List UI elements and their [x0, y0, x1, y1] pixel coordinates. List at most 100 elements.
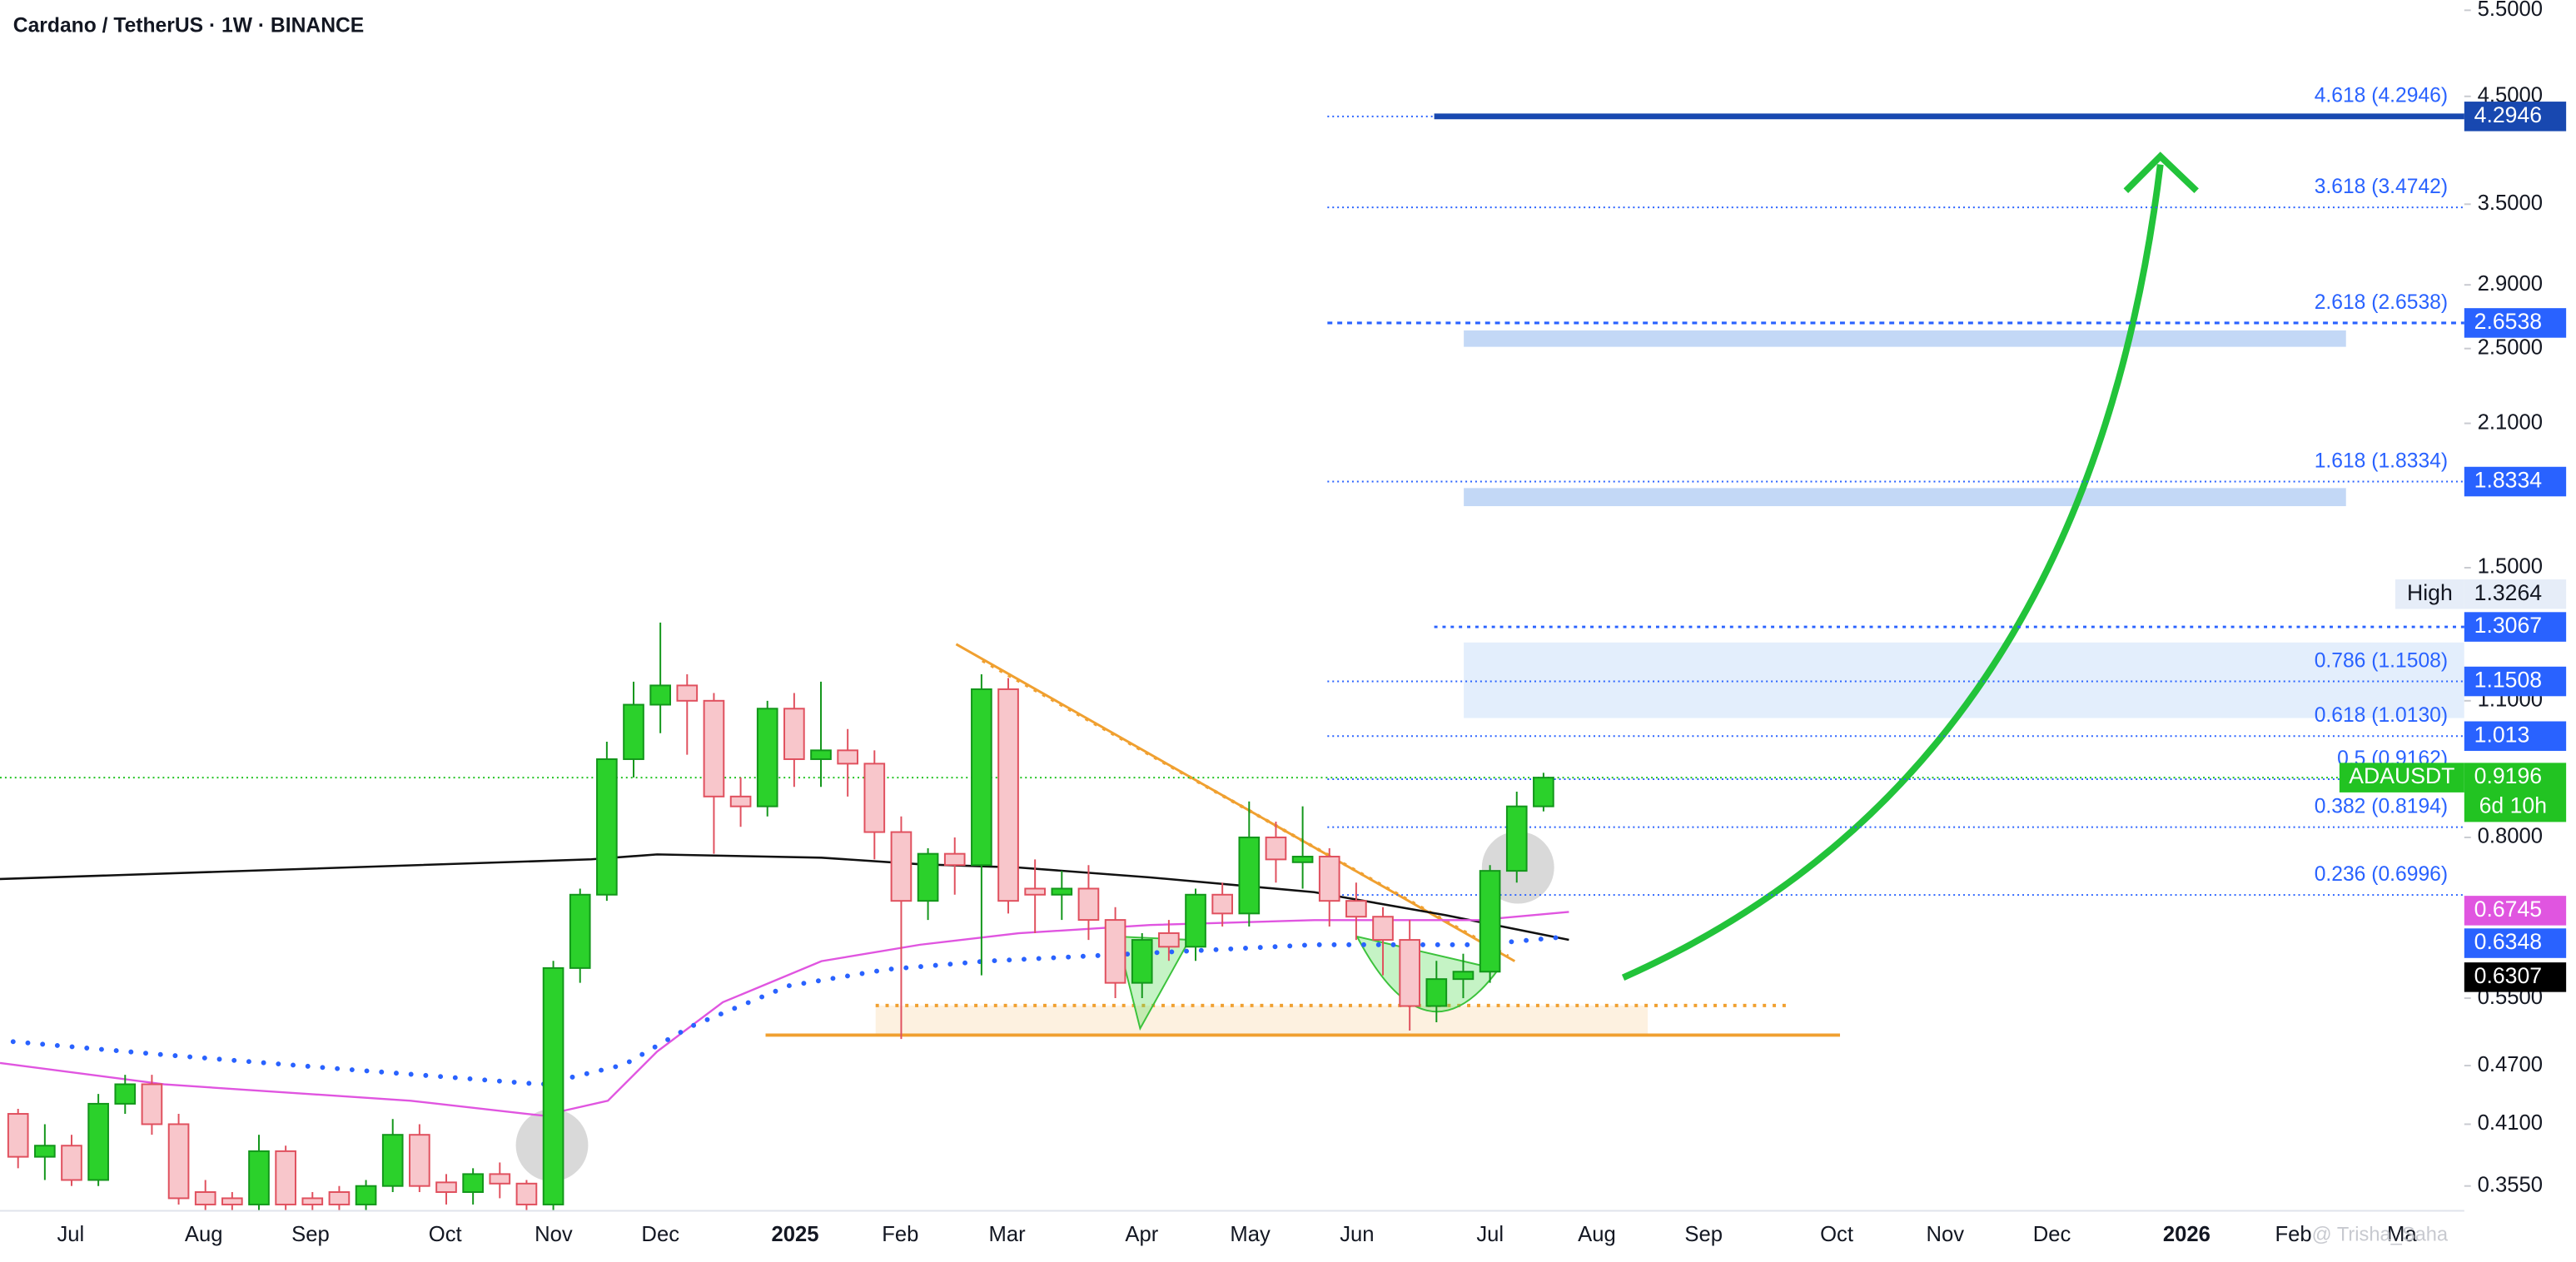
- price-tag-label: 0.6745: [2474, 897, 2542, 922]
- x-tick-label: 2025: [772, 1223, 819, 1246]
- candles: [7, 622, 1554, 1211]
- price-tag-label: 1.1508: [2474, 668, 2542, 693]
- chart-title: Cardano / TetherUS · 1W · BINANCE: [13, 14, 364, 37]
- candle-body: [1399, 939, 1421, 1007]
- x-tick-label: Mar: [988, 1223, 1026, 1246]
- price-tag-label: 0.6307: [2474, 963, 2542, 988]
- candle-body: [1291, 856, 1314, 863]
- x-tick-label: Dec: [2033, 1223, 2071, 1246]
- candle-body: [676, 684, 699, 702]
- price-tag-label: 2.6538: [2474, 309, 2542, 334]
- price-tag-label: 1.3264: [2474, 580, 2543, 605]
- x-tick-label: Sep: [291, 1223, 330, 1246]
- candle-body: [756, 708, 778, 807]
- candle-body: [355, 1185, 377, 1205]
- moving-average: [0, 853, 1569, 942]
- candle-body: [1185, 893, 1206, 948]
- price-tag: [2464, 896, 2567, 926]
- candle-body: [194, 1191, 216, 1205]
- candle-body: [1104, 919, 1126, 984]
- x-tick-label: Dec: [641, 1223, 679, 1246]
- candle-body: [1505, 805, 1528, 872]
- y-tick-label: 0.3550: [2478, 1173, 2543, 1196]
- candle-body: [703, 699, 725, 797]
- candle-body: [301, 1197, 324, 1205]
- candle-body: [837, 749, 858, 765]
- zone: [1464, 488, 2346, 507]
- x-tick-label: Aug: [1578, 1223, 1616, 1246]
- y-tick-label: 1.5000: [2478, 555, 2543, 579]
- price-tag-name-box: [2339, 763, 2464, 792]
- zone: [1464, 330, 2346, 347]
- candle-body: [275, 1150, 296, 1205]
- price-tag: [2464, 928, 2567, 958]
- candle-body: [649, 684, 671, 706]
- candle-body: [409, 1134, 430, 1187]
- moving-average: [0, 911, 1569, 1117]
- levels: 4.618 (4.2946) 3.618 (3.4742) 2.618 (2.653…: [0, 85, 2464, 897]
- candle-body: [783, 708, 805, 760]
- price-tag: [2464, 763, 2567, 822]
- candle-body: [1345, 900, 1367, 918]
- x-tick-label: Jul: [1476, 1223, 1504, 1246]
- x-tick-label: 2026: [2163, 1223, 2210, 1246]
- arrow-head: [2123, 152, 2199, 194]
- price-tag-label: 4.2946: [2474, 102, 2542, 127]
- x-tick-label: Feb: [882, 1223, 918, 1246]
- candle-body: [890, 831, 913, 902]
- candle-body: [87, 1102, 109, 1181]
- price-tag: [2464, 962, 2567, 992]
- x-tick-label: Jun: [1340, 1223, 1374, 1246]
- x-tick-label: Oct: [429, 1223, 462, 1246]
- price-tag: [2464, 579, 2567, 609]
- candle-body: [1211, 893, 1233, 915]
- price-tag-label: 0.9196: [2474, 763, 2542, 788]
- candle-body: [596, 758, 618, 896]
- candle-body: [1158, 932, 1180, 948]
- fib-label: 1.618 (1.8334): [2315, 450, 2448, 472]
- candle-body: [997, 688, 1019, 902]
- candle-body: [863, 763, 886, 833]
- y-tick-label: 3.5000: [2478, 191, 2543, 215]
- candle-body: [167, 1123, 190, 1200]
- candle-body: [1051, 887, 1073, 896]
- candle-body: [1425, 978, 1448, 1007]
- candle-body: [1452, 971, 1474, 981]
- candle-body: [381, 1134, 404, 1187]
- fib-label: 3.618 (3.4742): [2315, 176, 2448, 198]
- candle-body: [943, 852, 966, 867]
- candle-body: [569, 893, 591, 969]
- axes: 5.50004.50003.50002.90002.50002.10001.50…: [0, 0, 2543, 1246]
- candle-body: [489, 1173, 511, 1185]
- x-tick-label: Apr: [1125, 1223, 1158, 1246]
- candle-body: [1238, 836, 1261, 915]
- candle-body: [34, 1145, 56, 1158]
- fib-label: 0.786 (1.1508): [2315, 649, 2448, 672]
- candle-body: [1318, 856, 1340, 902]
- candle-body: [1131, 939, 1153, 984]
- fib-label: 0.236 (0.6996): [2315, 863, 2448, 886]
- y-tick-label: 0.8000: [2478, 825, 2543, 848]
- moving-average: [10, 934, 1572, 1087]
- arrow: [1621, 164, 2164, 981]
- candle-body: [462, 1173, 484, 1193]
- x-tick-label: Ma: [2387, 1223, 2417, 1246]
- candle-body: [515, 1182, 538, 1205]
- x-tick-label: Nov: [535, 1223, 573, 1246]
- candle-body: [7, 1113, 29, 1158]
- price-tag-label: 1.8334: [2474, 468, 2543, 493]
- fib-label: 0.382 (0.8194): [2315, 795, 2448, 817]
- candle-body: [971, 688, 992, 867]
- candle-body: [1533, 777, 1554, 807]
- price-tag-label: 1.013: [2474, 722, 2530, 747]
- candle-body: [328, 1191, 351, 1205]
- y-tick-label: 0.4100: [2478, 1111, 2543, 1135]
- x-tick-label: Aug: [185, 1223, 223, 1246]
- fib-label: 0.618 (1.0130): [2315, 704, 2448, 727]
- candle-body: [917, 852, 939, 902]
- price-tag: [2464, 612, 2567, 642]
- y-tick-label: 0.4700: [2478, 1053, 2543, 1076]
